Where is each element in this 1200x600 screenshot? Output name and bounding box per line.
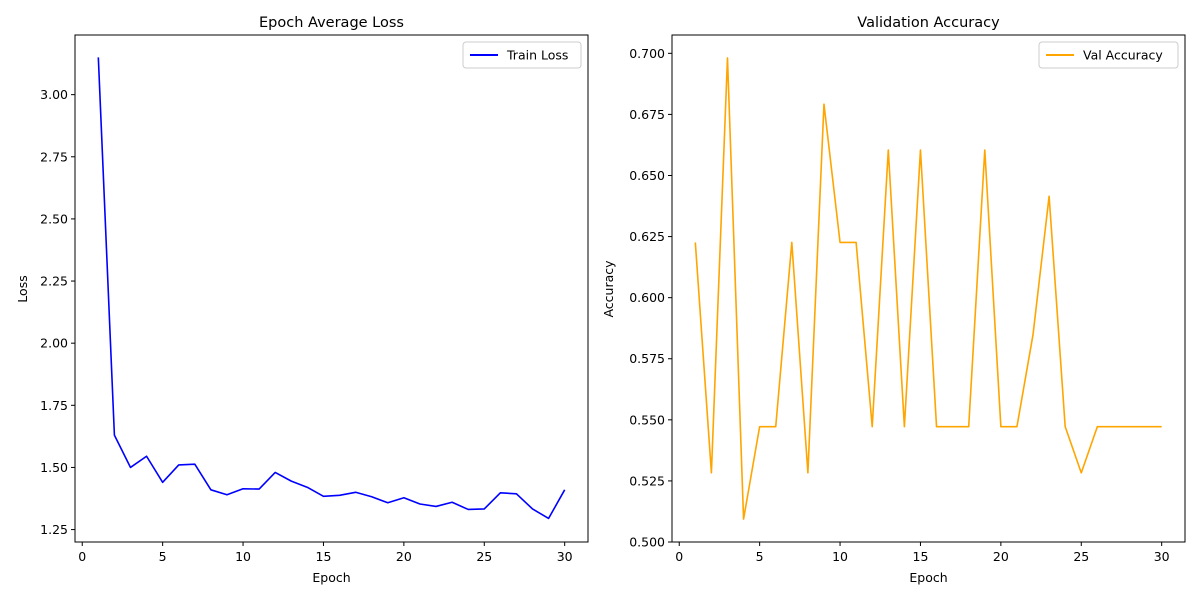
accuracy-chart-title: Validation Accuracy bbox=[857, 15, 1000, 31]
loss-y-tick-label: 2.75 bbox=[40, 149, 68, 164]
accuracy-y-tick-label: 0.575 bbox=[629, 351, 665, 366]
loss-x-axis-label: Epoch bbox=[312, 570, 350, 585]
loss-series bbox=[97, 57, 566, 520]
loss-chart-title: Epoch Average Loss bbox=[259, 15, 404, 31]
loss-y-ticks: 1.25 1.50 1.75 2.00 2.25 2.50 2.75 3.00 bbox=[40, 87, 75, 537]
loss-x-tick-label: 15 bbox=[316, 549, 332, 564]
accuracy-y-tick-label: 0.625 bbox=[629, 229, 665, 244]
loss-axes-frame bbox=[74, 34, 589, 543]
loss-x-tick-label: 5 bbox=[159, 549, 167, 564]
accuracy-y-tick-label: 0.700 bbox=[629, 46, 665, 61]
accuracy-legend-box bbox=[1038, 41, 1179, 69]
loss-y-tick-label: 1.25 bbox=[40, 522, 68, 537]
loss-x-ticks: 0 5 10 15 20 25 30 bbox=[78, 542, 573, 564]
accuracy-x-tick-label: 30 bbox=[1154, 549, 1170, 564]
accuracy-x-axis-label: Epoch bbox=[909, 570, 947, 585]
accuracy-y-axis-label: Accuracy bbox=[601, 260, 616, 318]
loss-y-tick-label: 1.75 bbox=[40, 398, 68, 413]
accuracy-series-line bbox=[694, 57, 1162, 520]
accuracy-x-tick-label: 15 bbox=[913, 549, 929, 564]
accuracy-y-tick-label: 0.600 bbox=[629, 290, 665, 305]
loss-y-axis-label: Loss bbox=[15, 275, 30, 302]
accuracy-y-tick-label: 0.650 bbox=[629, 168, 665, 183]
accuracy-legend-label: Val Accuracy bbox=[1083, 48, 1163, 63]
loss-y-tick-label: 2.50 bbox=[40, 211, 68, 226]
accuracy-y-tick-label: 0.500 bbox=[629, 535, 665, 550]
loss-x-tick-label: 30 bbox=[557, 549, 573, 564]
accuracy-y-tick-label: 0.525 bbox=[629, 473, 665, 488]
loss-y-tick-label: 2.25 bbox=[40, 274, 68, 289]
loss-x-tick-label: 0 bbox=[78, 549, 86, 564]
loss-series-line bbox=[97, 57, 566, 520]
accuracy-y-tick-label: 0.550 bbox=[629, 412, 665, 427]
accuracy-x-tick-label: 20 bbox=[993, 549, 1009, 564]
accuracy-x-ticks: 0 5 10 15 20 25 30 bbox=[675, 542, 1170, 564]
loss-x-tick-label: 20 bbox=[396, 549, 412, 564]
accuracy-x-tick-label: 10 bbox=[832, 549, 848, 564]
loss-y-tick-label: 1.50 bbox=[40, 460, 68, 475]
accuracy-axes-frame bbox=[671, 34, 1186, 543]
accuracy-x-tick-label: 25 bbox=[1073, 549, 1089, 564]
accuracy-y-ticks: 0.500 0.525 0.550 0.575 0.600 0.625 0.650 0.675… bbox=[629, 46, 672, 550]
loss-legend: Train Loss bbox=[462, 41, 582, 69]
accuracy-x-tick-label: 5 bbox=[756, 549, 764, 564]
loss-y-tick-label: 3.00 bbox=[40, 87, 68, 102]
accuracy-y-tick-label: 0.675 bbox=[629, 107, 665, 122]
loss-legend-box bbox=[462, 41, 582, 69]
accuracy-series bbox=[694, 57, 1162, 520]
loss-x-tick-label: 25 bbox=[476, 549, 492, 564]
loss-x-tick-label: 10 bbox=[235, 549, 251, 564]
accuracy-legend: Val Accuracy bbox=[1038, 41, 1179, 69]
loss-y-tick-label: 2.00 bbox=[40, 336, 68, 351]
loss-legend-label: Train Loss bbox=[506, 48, 568, 63]
accuracy-chart: Validation Accuracy 0.500 0.525 0.550 0.575… bbox=[601, 15, 1186, 585]
accuracy-x-tick-label: 0 bbox=[675, 549, 683, 564]
loss-chart: Epoch Average Loss 1.25 1.50 1.75 2.00 2.25 2… bbox=[15, 15, 589, 585]
